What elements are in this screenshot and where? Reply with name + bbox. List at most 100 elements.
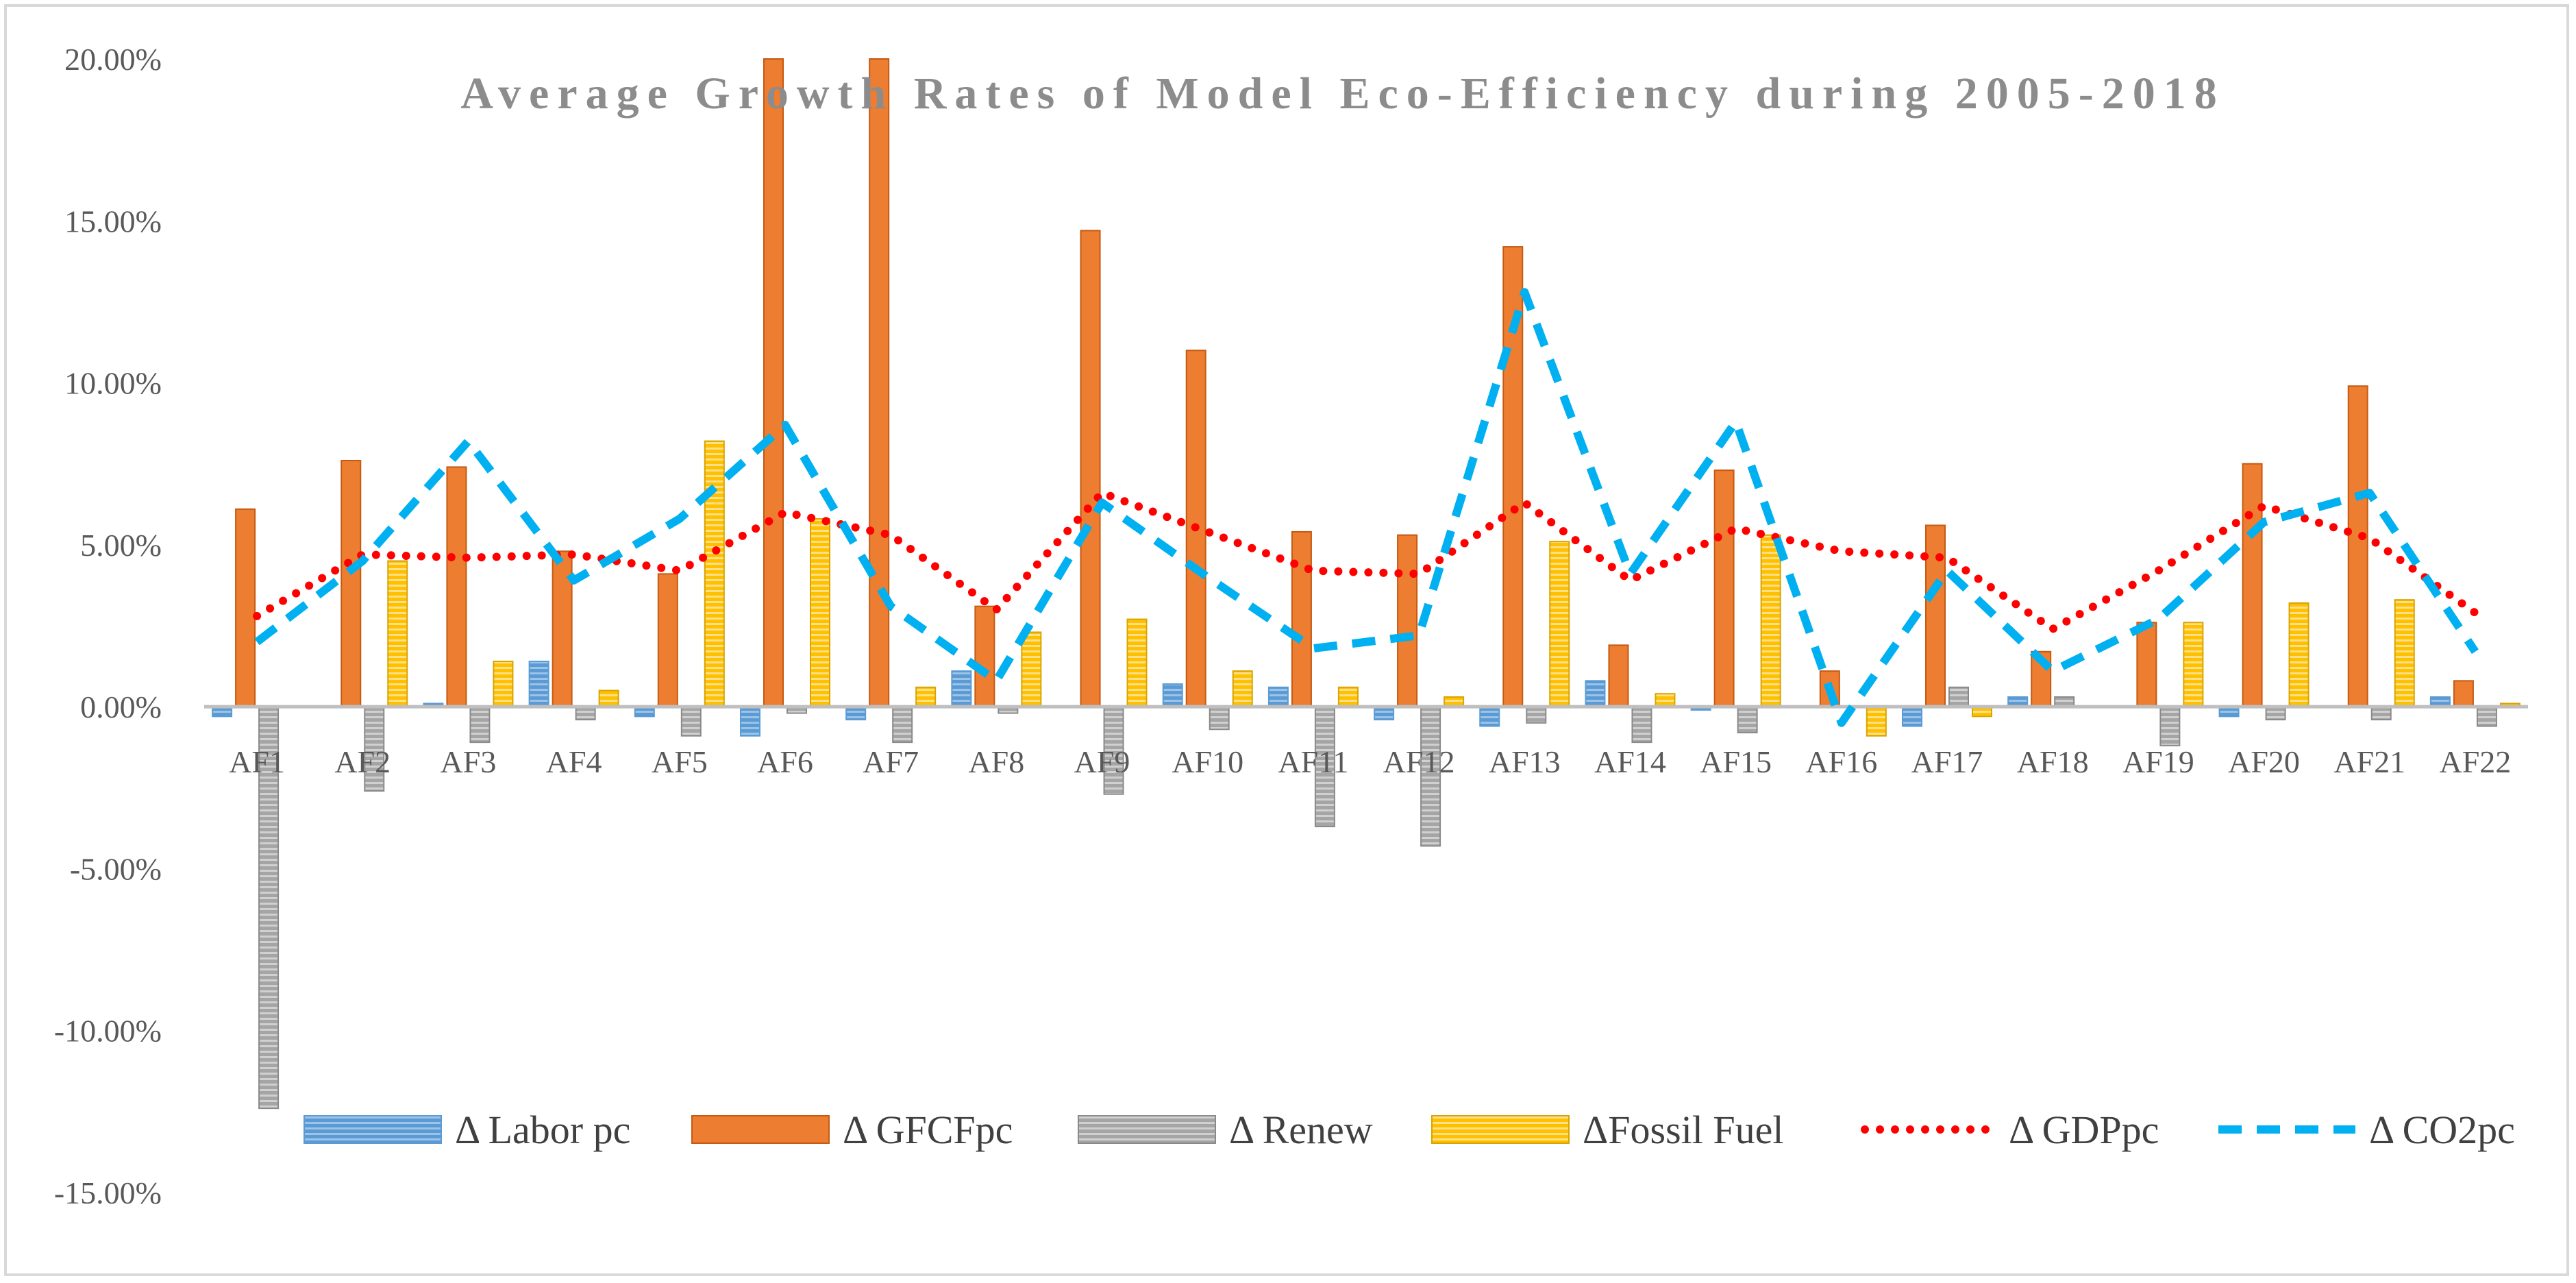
bar-renew — [2476, 706, 2497, 727]
y-tick-label: -15.00% — [54, 1175, 162, 1210]
bar-labor-pc — [951, 670, 972, 708]
bar-renew — [892, 706, 913, 744]
bar-labor-pc — [1162, 683, 1183, 708]
x-tick-label: AF13 — [1489, 744, 1561, 779]
x-tick-label: AF8 — [968, 744, 1024, 779]
x-tick-label: AF22 — [2440, 744, 2512, 779]
lines — [253, 288, 2479, 727]
bar-gfcfpc — [235, 508, 256, 708]
bar-renew — [575, 706, 596, 721]
bar-fossil-fuel — [2394, 599, 2415, 708]
bar-fossil-fuel — [1337, 686, 1359, 708]
bars — [212, 58, 2521, 1110]
y-tick-label: 0.00% — [80, 689, 162, 724]
bar-fossil-fuel — [704, 440, 725, 708]
bar-gfcfpc — [1925, 524, 1946, 708]
bar-labor-pc — [845, 706, 867, 721]
legend-label: Δ CO2pc — [2369, 1108, 2515, 1152]
bar-renew — [1420, 706, 1441, 847]
bar-fossil-fuel — [1655, 693, 1676, 708]
y-tick-label: 15.00% — [64, 204, 162, 239]
bar-fossil-fuel — [915, 686, 937, 708]
y-tick-label: -5.00% — [70, 851, 162, 886]
legend-swatch — [304, 1115, 442, 1144]
y-tick-label: 20.00% — [64, 42, 162, 77]
x-axis-ticks: AF1 AF2 AF3 AF4 AF5 AF6 AF7 AF8 AF9 AF10 AF11 AF12 A… — [229, 744, 2511, 779]
bar-renew — [469, 706, 491, 744]
bar-gfcfpc — [763, 58, 784, 708]
bar-fossil-fuel — [1021, 631, 1042, 708]
bar-renew — [1737, 706, 1758, 733]
chart-title: Average Growth Rates of Model Eco-Effici… — [460, 69, 2225, 119]
bar-gfcfpc — [1291, 530, 1312, 708]
bar-fossil-fuel — [1126, 618, 1148, 708]
x-tick-label: AF15 — [1700, 744, 1772, 779]
line-gdppc — [253, 489, 2479, 633]
legend-label: Δ GFCFpc — [843, 1108, 1013, 1152]
x-tick-label: AF6 — [757, 744, 813, 779]
bar-gfcfpc — [1397, 534, 1418, 708]
x-tick-label: AF18 — [2017, 744, 2089, 779]
bar-fossil-fuel — [387, 560, 408, 708]
bar-renew — [2370, 706, 2392, 721]
x-tick-label: AF11 — [1278, 744, 1348, 779]
bar-renew — [1103, 706, 1124, 795]
bar-labor-pc — [1374, 706, 1395, 721]
bar-fossil-fuel — [493, 660, 514, 708]
bar-renew — [1314, 706, 1335, 827]
bar-fossil-fuel — [810, 518, 830, 708]
y-axis-ticks: 20.00% 15.00% 10.00% 5.00% 0.00% -5.00% -10.00… — [54, 42, 162, 1210]
bar-gfcfpc — [1080, 230, 1101, 708]
bar-renew — [2265, 706, 2286, 721]
bar-gfcfpc — [2242, 463, 2263, 708]
bar-fossil-fuel — [1549, 541, 1570, 708]
x-tick-label: AF7 — [863, 744, 919, 779]
legend: Δ Labor pc Δ GFCFpc Δ Renew ΔFossil Fuel Δ G… — [304, 1108, 2515, 1152]
bar-fossil-fuel — [2183, 622, 2204, 708]
bar-fossil-fuel — [1866, 706, 1887, 737]
x-tick-label: AF14 — [1594, 744, 1666, 779]
bar-fossil-fuel — [598, 689, 619, 708]
bar-gfcfpc — [974, 605, 995, 708]
x-tick-label: AF19 — [2122, 744, 2194, 779]
bar-gfcfpc — [657, 573, 678, 708]
bar-gfcfpc — [446, 466, 467, 708]
bar-fossil-fuel — [1232, 670, 1253, 708]
y-tick-label: -10.00% — [54, 1014, 162, 1049]
x-tick-label: AF1 — [229, 744, 285, 779]
bar-renew — [1526, 706, 1547, 724]
legend-label: Δ Renew — [1229, 1108, 1373, 1152]
bar-renew — [2159, 706, 2181, 746]
bar-gfcfpc — [1713, 469, 1735, 708]
bar-labor-pc — [528, 660, 549, 708]
bar-renew — [1209, 706, 1230, 731]
bar-gfcfpc — [1608, 644, 1629, 708]
bar-labor-pc — [740, 706, 760, 737]
x-tick-label: AF17 — [1911, 744, 1983, 779]
bar-labor-pc — [1267, 686, 1289, 708]
x-tick-label: AF2 — [334, 744, 391, 779]
x-tick-label: AF4 — [546, 744, 602, 779]
bar-labor-pc — [1902, 706, 1922, 727]
bar-gfcfpc — [340, 459, 362, 708]
legend-swatch — [1078, 1115, 1216, 1144]
legend-label: Δ Labor pc — [455, 1108, 630, 1152]
bar-labor-pc — [1479, 706, 1500, 727]
x-tick-label: AF3 — [441, 744, 497, 779]
x-tick-label: AF9 — [1074, 744, 1130, 779]
bar-renew — [680, 706, 702, 737]
bar-renew — [1948, 686, 1969, 708]
bar-gfcfpc — [2347, 385, 2368, 708]
bar-labor-pc — [1585, 680, 1606, 708]
bar-gfcfpc — [552, 550, 573, 708]
x-tick-label: AF20 — [2228, 744, 2300, 779]
x-tick-label: AF21 — [2333, 744, 2405, 779]
x-tick-label: AF5 — [652, 744, 708, 779]
legend-swatch — [1431, 1115, 1570, 1144]
legend-label: ΔFossil Fuel — [1583, 1108, 1784, 1152]
bar-fossil-fuel — [1760, 534, 1781, 708]
y-tick-label: 5.00% — [80, 528, 162, 563]
x-tick-label: AF12 — [1383, 744, 1455, 779]
bar-gfcfpc — [2453, 680, 2474, 708]
